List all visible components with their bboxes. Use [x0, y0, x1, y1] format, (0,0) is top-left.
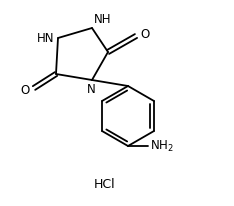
- Text: NH$_2$: NH$_2$: [150, 138, 174, 153]
- Text: O: O: [21, 83, 30, 96]
- Text: O: O: [140, 27, 149, 41]
- Text: HCl: HCl: [94, 178, 116, 191]
- Text: HN: HN: [37, 32, 54, 44]
- Text: NH: NH: [94, 13, 111, 26]
- Text: N: N: [87, 83, 95, 96]
